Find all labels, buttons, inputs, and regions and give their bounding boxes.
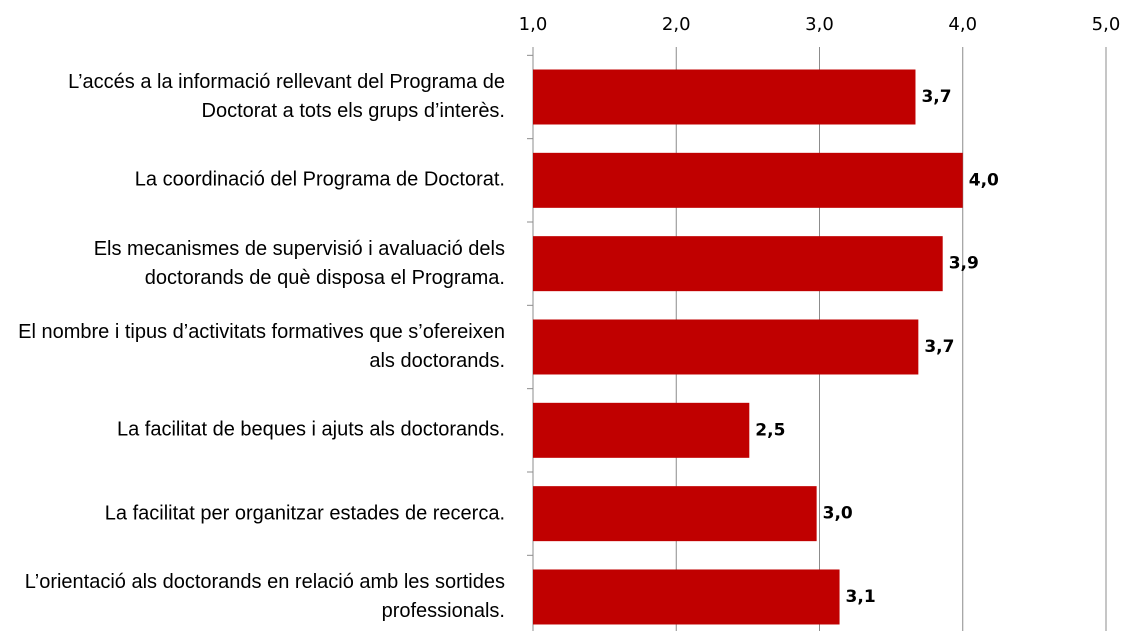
bar [533, 69, 916, 125]
value-label: 3,0 [823, 504, 853, 524]
value-label: 3,7 [921, 87, 951, 107]
bar [533, 569, 840, 625]
category-label: L’accés a la informació rellevant del Pr… [68, 71, 505, 122]
bar [533, 486, 817, 542]
value-label: 3,1 [846, 587, 876, 607]
value-label: 4,0 [969, 170, 999, 190]
bar [533, 152, 963, 208]
x-tick-label: 2,0 [662, 14, 691, 35]
bar [533, 236, 943, 292]
value-label: 3,7 [924, 337, 954, 357]
category-label: L’orientació als doctorands en relació a… [24, 570, 505, 622]
bar [533, 402, 750, 458]
bar [533, 319, 919, 375]
x-tick-label: 4,0 [948, 14, 977, 35]
value-label: 2,5 [755, 420, 785, 440]
x-tick-label: 5,0 [1092, 14, 1121, 35]
category-label: La facilitat de beques i ajuts als docto… [116, 418, 505, 441]
category-label: Els mecanismes de supervisió i avaluació… [93, 237, 505, 289]
category-label: El nombre i tipus d’activitats formative… [18, 320, 505, 372]
value-label: 3,9 [949, 254, 979, 274]
category-label: La facilitat per organitzar estades de r… [104, 502, 505, 525]
x-tick-label: 1,0 [519, 14, 548, 35]
x-tick-label: 3,0 [805, 14, 834, 35]
category-label: La coordinació del Programa de Doctorat. [134, 168, 505, 191]
